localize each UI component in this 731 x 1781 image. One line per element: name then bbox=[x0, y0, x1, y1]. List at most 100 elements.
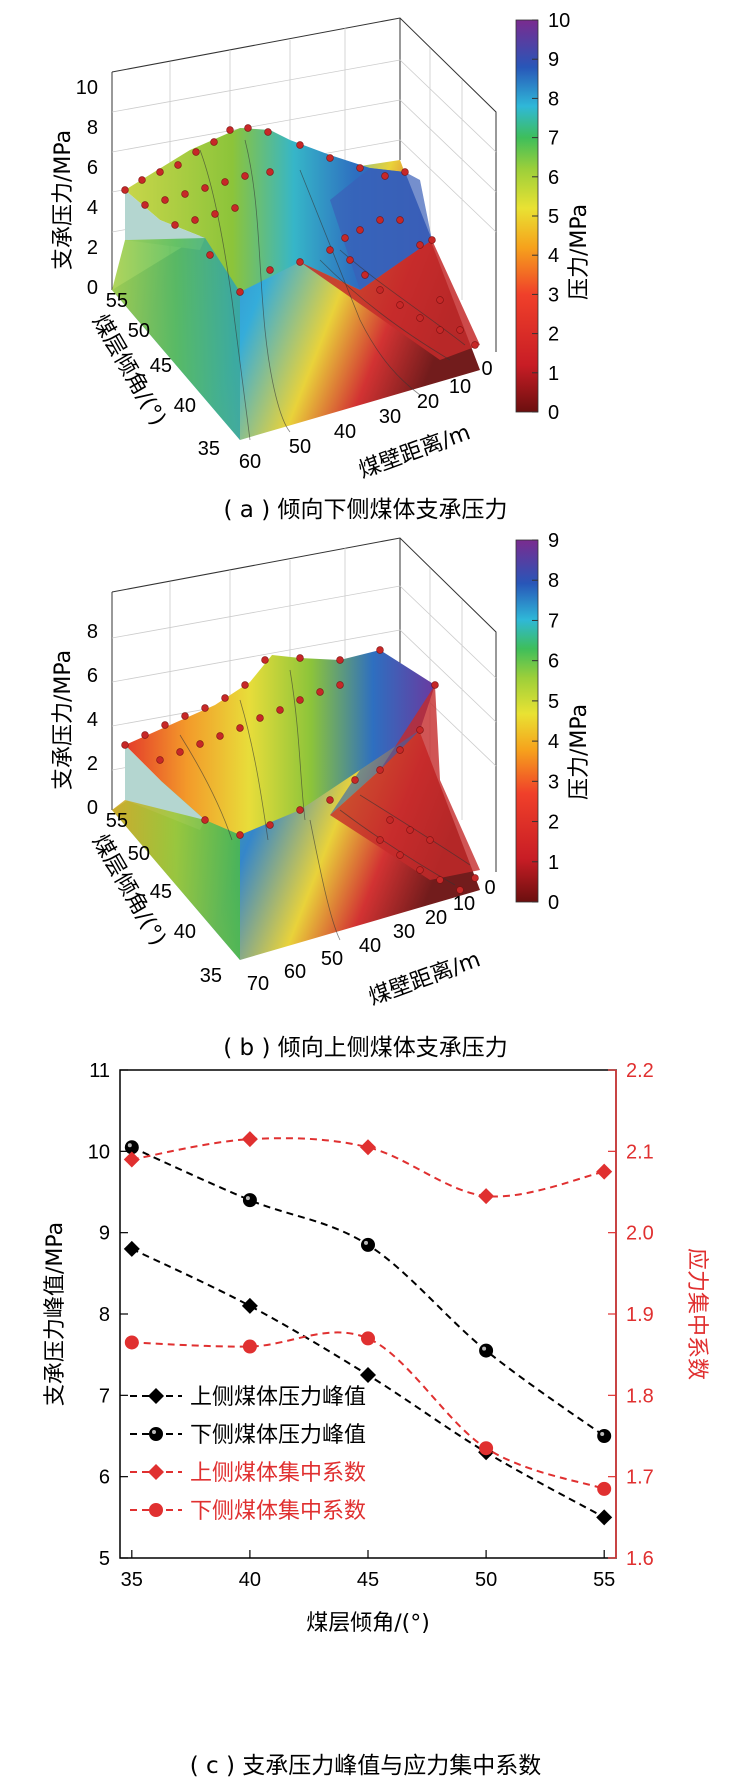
measurement-point bbox=[244, 124, 252, 132]
measurement-point bbox=[396, 216, 404, 224]
colorbar-tick: 7 bbox=[548, 610, 559, 632]
colorbar-tick: 10 bbox=[548, 10, 570, 32]
panel-c-caption: ( c ) 支承压力峰值与应力集中系数 bbox=[189, 1753, 542, 1779]
data-point bbox=[361, 1331, 375, 1346]
panel-c-series bbox=[123, 1131, 613, 1526]
series-1 bbox=[123, 1240, 613, 1526]
series-4 bbox=[124, 1331, 612, 1496]
measurement-point bbox=[171, 221, 179, 229]
data-point bbox=[242, 1193, 257, 1208]
measurement-point bbox=[436, 876, 444, 884]
colorbar-tick: 5 bbox=[548, 206, 559, 228]
measurement-point bbox=[121, 186, 129, 194]
x-axis-label: 煤壁距离/m bbox=[366, 947, 484, 1010]
x-tick: 60 bbox=[239, 451, 261, 473]
measurement-point bbox=[361, 271, 369, 279]
colorbar-tick: 9 bbox=[548, 530, 559, 552]
measurement-point bbox=[376, 286, 384, 294]
measurement-point bbox=[241, 681, 249, 689]
x-tick: 50 bbox=[289, 436, 311, 458]
y-tick: 40 bbox=[174, 921, 196, 943]
legend-marker bbox=[148, 1388, 164, 1404]
z-tick: 8 bbox=[87, 621, 98, 643]
measurement-point bbox=[191, 216, 199, 224]
measurement-point bbox=[264, 128, 272, 136]
measurement-point bbox=[336, 656, 344, 664]
data-point bbox=[123, 1240, 140, 1257]
measurement-point bbox=[376, 836, 384, 844]
measurement-point bbox=[356, 164, 364, 172]
measurement-point bbox=[316, 688, 324, 696]
measurement-point bbox=[471, 874, 479, 882]
y-right-tick-label: 1.9 bbox=[626, 1304, 654, 1326]
panel-b-caption: ( b ) 倾向上侧煤体支承压力 bbox=[223, 1035, 508, 1061]
measurement-point bbox=[471, 341, 479, 349]
data-point bbox=[123, 1151, 140, 1168]
y-tick: 45 bbox=[150, 881, 172, 903]
x-tick: 10 bbox=[449, 376, 471, 398]
measurement-point bbox=[121, 741, 129, 749]
x-tick: 0 bbox=[484, 877, 495, 899]
legend-label: 下侧煤体压力峰值 bbox=[190, 1423, 366, 1448]
measurement-point bbox=[236, 724, 244, 732]
x-tick: 50 bbox=[321, 948, 343, 970]
measurement-point bbox=[326, 246, 334, 254]
data-point bbox=[596, 1509, 613, 1526]
measurement-point bbox=[396, 301, 404, 309]
panel-a-caption: ( a ) 倾向下侧煤体支承压力 bbox=[223, 497, 508, 523]
measurement-point bbox=[231, 204, 239, 212]
x-tick: 0 bbox=[481, 358, 492, 380]
colorbar-tick: 1 bbox=[548, 363, 559, 385]
x-tick-label: 55 bbox=[593, 1569, 615, 1591]
y-right-tick-label: 1.6 bbox=[626, 1548, 654, 1570]
legend-marker bbox=[148, 1464, 164, 1480]
y-right-tick-label: 2.2 bbox=[626, 1060, 654, 1082]
x-tick-label: 35 bbox=[121, 1569, 143, 1591]
measurement-point bbox=[416, 314, 424, 322]
data-point bbox=[241, 1131, 258, 1148]
colorbar-tick: 5 bbox=[548, 691, 559, 713]
colorbar-label: 压力/MPa bbox=[567, 204, 592, 300]
panel-a-surface-plot: 0 2 4 6 8 10 支承压力/MPa 55 50 45 40 35 煤层倾… bbox=[51, 10, 592, 484]
measurement-point bbox=[326, 154, 334, 162]
colorbar-tick: 4 bbox=[548, 731, 559, 753]
measurement-point bbox=[428, 236, 436, 244]
measurement-point bbox=[296, 258, 304, 266]
measurement-point bbox=[396, 746, 404, 754]
data-point bbox=[479, 1441, 494, 1456]
measurement-point bbox=[436, 296, 444, 304]
measurement-point bbox=[376, 766, 384, 774]
measurement-point bbox=[181, 712, 189, 720]
x-tick-label: 40 bbox=[239, 1569, 261, 1591]
measurement-point bbox=[241, 172, 249, 180]
measurement-point bbox=[221, 694, 229, 702]
colorbar-tick: 1 bbox=[548, 852, 559, 874]
measurement-point bbox=[426, 836, 434, 844]
x-tick: 40 bbox=[359, 935, 381, 957]
y-tick: 50 bbox=[128, 843, 150, 865]
y-tick: 45 bbox=[150, 355, 172, 377]
colorbar-tick: 0 bbox=[548, 402, 559, 424]
colorbar-tick: 8 bbox=[548, 88, 559, 110]
colorbar-tick: 3 bbox=[548, 284, 559, 306]
measurement-point bbox=[381, 172, 389, 180]
measurement-point bbox=[296, 141, 304, 149]
measurement-point bbox=[192, 148, 200, 156]
y-left-tick-label: 5 bbox=[99, 1548, 110, 1570]
z-tick: 6 bbox=[87, 157, 98, 179]
data-point bbox=[361, 1237, 375, 1252]
z-tick: 8 bbox=[87, 117, 98, 139]
x-tick: 20 bbox=[425, 907, 447, 929]
y-right-tick-label: 2.0 bbox=[626, 1223, 654, 1245]
measurement-point bbox=[266, 266, 274, 274]
colorbar-tick: 3 bbox=[548, 771, 559, 793]
measurement-point bbox=[456, 326, 464, 334]
measurement-point bbox=[416, 866, 424, 874]
x-axis-label: 煤层倾角/(°) bbox=[306, 1611, 430, 1636]
measurement-point bbox=[296, 696, 304, 704]
data-point bbox=[597, 1429, 612, 1443]
colorbar-tick: 7 bbox=[548, 128, 559, 150]
z-tick: 2 bbox=[87, 753, 98, 775]
measurement-point bbox=[436, 326, 444, 334]
